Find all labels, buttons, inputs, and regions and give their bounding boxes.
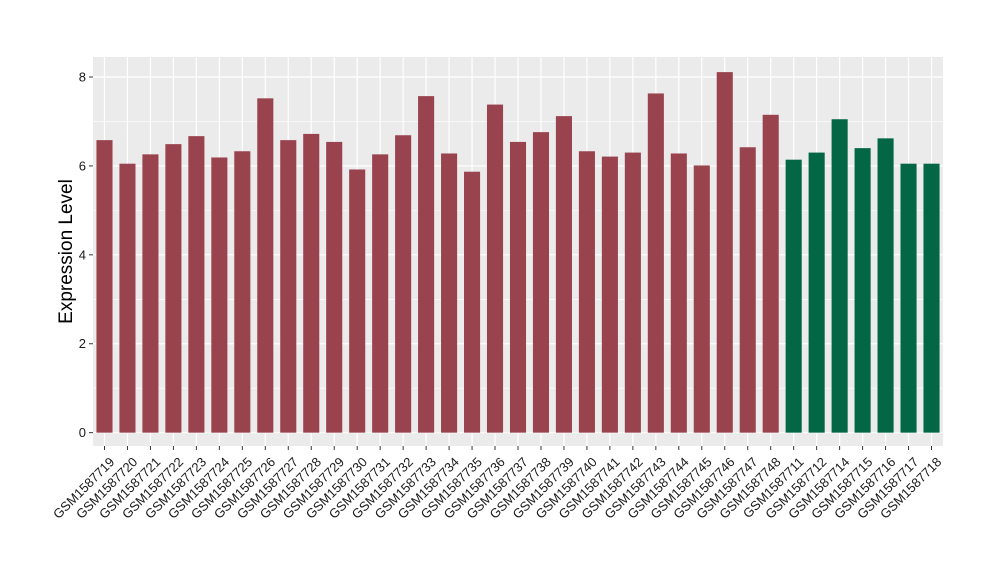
y-tick-label: 0 [79, 425, 86, 440]
bars [96, 72, 940, 433]
bar-GSM1587721 [142, 154, 159, 433]
bar-GSM1587733 [418, 96, 435, 433]
bar-GSM1587740 [578, 151, 595, 433]
x-axis: GSM1587719GSM1587720GSM1587721GSM1587722… [50, 446, 944, 522]
bar-GSM1587738 [532, 132, 550, 433]
bar-GSM1587724 [211, 157, 228, 433]
y-axis-title: Expression Level [56, 179, 77, 324]
bar-GSM1587726 [257, 98, 274, 433]
bar-GSM1587742 [624, 152, 641, 433]
bar-GSM1587748 [762, 114, 779, 433]
bar-GSM1587714 [831, 119, 848, 433]
bar-GSM1587731 [372, 154, 389, 433]
bar-GSM1587719 [96, 140, 113, 433]
bar-GSM1587718 [923, 163, 940, 433]
bar-GSM1587737 [509, 141, 527, 433]
y-tick-label: 4 [79, 247, 86, 262]
y-axis: 0 2 4 6 8 [79, 70, 93, 440]
bar-GSM1587734 [441, 153, 458, 433]
bar-GSM1587722 [165, 144, 182, 433]
bar-GSM1587741 [601, 156, 618, 433]
bar-GSM1587746 [716, 72, 733, 433]
bar-GSM1587739 [555, 116, 572, 433]
bar-GSM1587730 [349, 169, 366, 433]
bar-GSM1587711 [785, 159, 802, 433]
bar-GSM1587745 [693, 165, 710, 433]
bar-GSM1587735 [464, 171, 481, 433]
bar-GSM1587729 [326, 141, 343, 433]
bar-GSM1587723 [188, 136, 205, 433]
bar-GSM1587743 [647, 93, 664, 433]
bar-GSM1587727 [280, 140, 297, 433]
bar-GSM1587717 [900, 163, 917, 433]
bar-GSM1587736 [486, 104, 504, 433]
bar-GSM1587716 [877, 138, 894, 433]
bar-GSM1587732 [395, 135, 412, 433]
y-tick-label: 8 [79, 70, 86, 85]
bar-GSM1587715 [854, 148, 871, 433]
bar-GSM1587720 [119, 163, 136, 433]
bar-GSM1587728 [303, 133, 320, 433]
bar-GSM1587712 [808, 152, 825, 433]
bar-GSM1587744 [670, 153, 687, 433]
bar-GSM1587747 [739, 147, 756, 433]
bar-GSM1587725 [234, 151, 251, 433]
y-tick-label: 2 [79, 336, 86, 351]
y-tick-label: 6 [79, 158, 86, 173]
